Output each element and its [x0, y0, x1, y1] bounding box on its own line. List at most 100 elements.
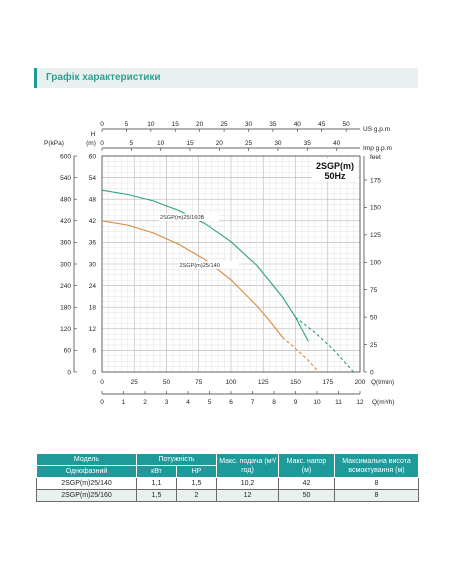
chart-title: 2SGP(m)	[316, 161, 354, 171]
feet-tick-label: 175	[370, 177, 381, 184]
feet-tick-label: 100	[370, 260, 381, 267]
header-flow: Макс. подача (м³/год)	[216, 453, 279, 478]
flow-m3h-tick-label: 6	[229, 399, 233, 406]
series-label-2: 2SGP(m)25/140	[179, 263, 219, 269]
head-tick-label: 18	[89, 305, 97, 312]
series-label-1: 2SGP(m)25/160B	[160, 215, 204, 221]
feet-tick-label: 50	[370, 314, 378, 321]
flow-m3h-tick-label: 2	[143, 399, 147, 406]
chart-axes: 0612182430364248546006012018024030036042…	[44, 121, 394, 406]
header-head: Макс. напор (м)	[278, 453, 335, 478]
flow-m3h-tick-label: 1	[122, 399, 126, 406]
flow-lmin-tick-label: 150	[290, 379, 301, 386]
cell-head: 42	[278, 477, 335, 490]
pressure-tick-label: 600	[60, 153, 71, 160]
imp-gpm-tick-label: 35	[304, 140, 312, 147]
header-power: Потужність	[136, 453, 217, 466]
chart-subtitle: 50Hz	[324, 171, 346, 181]
header-phase: Однофазний	[36, 465, 137, 478]
feet-tick-label: 150	[370, 205, 381, 212]
feet-tick-label: 125	[370, 232, 381, 239]
us-gpm-tick-label: 0	[100, 121, 104, 128]
pressure-tick-label: 480	[60, 197, 71, 204]
head-tick-label: 60	[89, 153, 97, 160]
pressure-tick-label: 60	[64, 348, 72, 355]
head-tick-label: 48	[89, 197, 97, 204]
series-label-bg	[178, 261, 239, 269]
imp-gpm-tick-label: 20	[216, 140, 224, 147]
pressure-axis-label: P(kPa)	[44, 140, 64, 147]
us-gpm-tick-label: 25	[220, 121, 228, 128]
cell-flow: 10,2	[216, 477, 279, 490]
flow-lmin-tick-label: 100	[226, 379, 237, 386]
cell-model: 2SGP(m)25/140	[36, 477, 137, 490]
flow-m3h-tick-label: 7	[251, 399, 255, 406]
flow-m3h-tick-label: 3	[165, 399, 169, 406]
flow-m3h-tick-label: 11	[335, 399, 342, 406]
header-kw: кВт	[136, 465, 177, 478]
head-tick-label: 0	[92, 369, 96, 376]
chart-labels: 2SGP(m) 50Hz	[312, 159, 358, 181]
flow-lmin-tick-label: 125	[258, 379, 269, 386]
flow-m3h-tick-label: 5	[208, 399, 212, 406]
flow-lmin-tick-label: 200	[355, 379, 366, 386]
head-tick-label: 54	[89, 175, 97, 182]
us-gpm-tick-label: 40	[294, 121, 302, 128]
pressure-tick-label: 300	[60, 261, 71, 268]
chart-series: 2SGP(m)25/160B 2SGP(m)25/140	[101, 189, 354, 373]
pressure-tick-label: 240	[60, 283, 71, 290]
table-row: 2SGP(m)25/160 1,5 2 12 50 8	[36, 489, 419, 502]
head-axis-label: H	[91, 131, 96, 138]
flow-m3h-tick-label: 9	[294, 399, 298, 406]
imp-gpm-tick-label: 40	[333, 140, 341, 147]
feet-axis-label: feet	[370, 154, 381, 161]
cell-kw: 1,5	[136, 489, 177, 502]
head-tick-label: 24	[89, 283, 97, 290]
header-model: Модель	[36, 453, 137, 466]
series-dashed-1	[295, 316, 354, 373]
feet-tick-label: 25	[370, 342, 378, 349]
us-gpm-tick-label: 45	[318, 121, 326, 128]
us-gpm-tick-label: 10	[147, 121, 155, 128]
cell-model: 2SGP(m)25/160	[36, 489, 137, 502]
us-gpm-tick-label: 50	[343, 121, 351, 128]
us-gpm-tick-label: 35	[269, 121, 277, 128]
imp-gpm-axis-label: Imp g.p.m	[363, 145, 392, 152]
table-row: 2SGP(m)25/140 1,1 1,5 10,2 42 8	[36, 477, 419, 490]
flow-lmin-tick-label: 25	[131, 379, 139, 386]
imp-gpm-tick-label: 0	[100, 140, 104, 147]
cell-suction: 8	[334, 477, 419, 490]
flow-m3h-tick-label: 12	[356, 399, 364, 406]
imp-gpm-tick-label: 10	[157, 140, 165, 147]
pressure-tick-label: 180	[60, 305, 71, 312]
series-dashed-2	[282, 336, 320, 373]
us-gpm-tick-label: 15	[172, 121, 180, 128]
cell-hp: 1,5	[176, 477, 217, 490]
us-gpm-tick-label: 30	[245, 121, 253, 128]
header-suction: Максимальна висота всмоктування (м)	[334, 453, 419, 478]
cell-kw: 1,1	[136, 477, 177, 490]
pressure-tick-label: 0	[67, 369, 71, 376]
flow-lmin-tick-label: 0	[100, 379, 104, 386]
imp-gpm-tick-label: 30	[274, 140, 282, 147]
head-tick-label: 36	[89, 240, 97, 247]
flow-m3h-tick-label: 0	[100, 399, 104, 406]
cell-head: 50	[278, 489, 335, 502]
imp-gpm-tick-label: 25	[245, 140, 253, 147]
flow-m3h-axis-label: Q(m³/h)	[372, 399, 394, 406]
series-label-bg	[159, 213, 220, 221]
chart-title-box	[312, 159, 358, 181]
head-tick-label: 6	[92, 348, 96, 355]
header-hp: HP	[176, 465, 217, 478]
head-tick-label: 42	[89, 218, 97, 225]
imp-gpm-tick-label: 5	[130, 140, 134, 147]
spec-table: Модель Потужність Макс. подача (м³/год) …	[36, 453, 419, 502]
flow-lmin-tick-label: 75	[195, 379, 203, 386]
series-line-1	[101, 189, 309, 342]
pressure-tick-label: 360	[60, 240, 71, 247]
flow-m3h-tick-label: 8	[272, 399, 276, 406]
section-title: Графік характеристики	[34, 68, 418, 88]
plot-border	[101, 155, 361, 373]
pressure-tick-label: 420	[60, 218, 71, 225]
us-gpm-tick-label: 20	[196, 121, 204, 128]
